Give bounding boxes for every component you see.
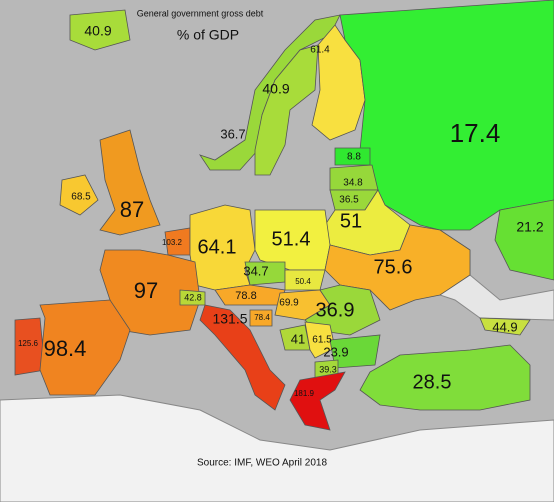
country xyxy=(479,317,531,336)
country-value: 42.8 xyxy=(184,292,202,302)
country-value: 181.9 xyxy=(294,389,315,398)
source-note: Source: IMF, WEO April 2018 xyxy=(197,458,327,469)
country xyxy=(254,44,319,176)
country xyxy=(69,9,131,51)
country-value: 61.4 xyxy=(310,45,330,56)
country xyxy=(39,299,131,396)
country xyxy=(329,334,381,369)
country-value: 98.4 xyxy=(44,336,87,361)
country-value: 23.9 xyxy=(323,344,348,359)
country xyxy=(249,309,273,327)
country-value: 131.5 xyxy=(212,311,247,327)
country xyxy=(494,199,554,281)
country-value: 34.8 xyxy=(343,178,363,189)
country-value: 50.4 xyxy=(295,277,311,286)
country-value: 39.3 xyxy=(319,364,337,374)
country-value: 64.1 xyxy=(198,236,237,258)
country xyxy=(339,0,554,231)
country-value: 8.8 xyxy=(347,152,361,163)
map-subtitle: % of GDP xyxy=(177,27,239,43)
country-value: 125.6 xyxy=(18,339,39,348)
country xyxy=(289,371,346,431)
country xyxy=(199,304,286,411)
country-value: 21.2 xyxy=(516,219,543,235)
country-value: 87 xyxy=(120,197,144,222)
country-value: 78.8 xyxy=(235,290,256,302)
country xyxy=(304,321,336,359)
country-value: 68.5 xyxy=(71,192,91,203)
country xyxy=(99,249,201,336)
map-title: General government gross debt xyxy=(137,8,264,18)
country-value: 103.2 xyxy=(162,238,183,247)
country-value: 34.7 xyxy=(243,263,268,278)
country xyxy=(311,24,366,141)
country-value: 97 xyxy=(134,278,158,303)
country-value: 41 xyxy=(291,331,305,346)
country-value: 44.9 xyxy=(492,319,517,334)
country-value: 17.4 xyxy=(450,118,501,148)
country xyxy=(304,284,381,336)
country-value: 69.9 xyxy=(279,298,299,309)
country-value: 36.9 xyxy=(316,299,355,321)
africa-land xyxy=(0,394,554,502)
country-value: 61.5 xyxy=(312,335,332,346)
country-value: 75.6 xyxy=(374,256,413,278)
country-value: 51.4 xyxy=(272,228,311,250)
country-value: 40.9 xyxy=(84,23,111,39)
country-value: 36.7 xyxy=(220,126,245,141)
country xyxy=(99,129,161,236)
country-value: 51 xyxy=(340,210,362,232)
country-value: 36.5 xyxy=(339,195,359,206)
country-value: 28.5 xyxy=(413,371,452,393)
country xyxy=(359,344,531,411)
country-value: 40.9 xyxy=(262,81,289,97)
regions: 40.9 36.7 40.9 61.4 17.4 8.8 34.8 36.5 51 68.5 87 1… xyxy=(14,0,554,431)
country xyxy=(59,174,99,216)
country-value: 78.4 xyxy=(254,313,270,322)
